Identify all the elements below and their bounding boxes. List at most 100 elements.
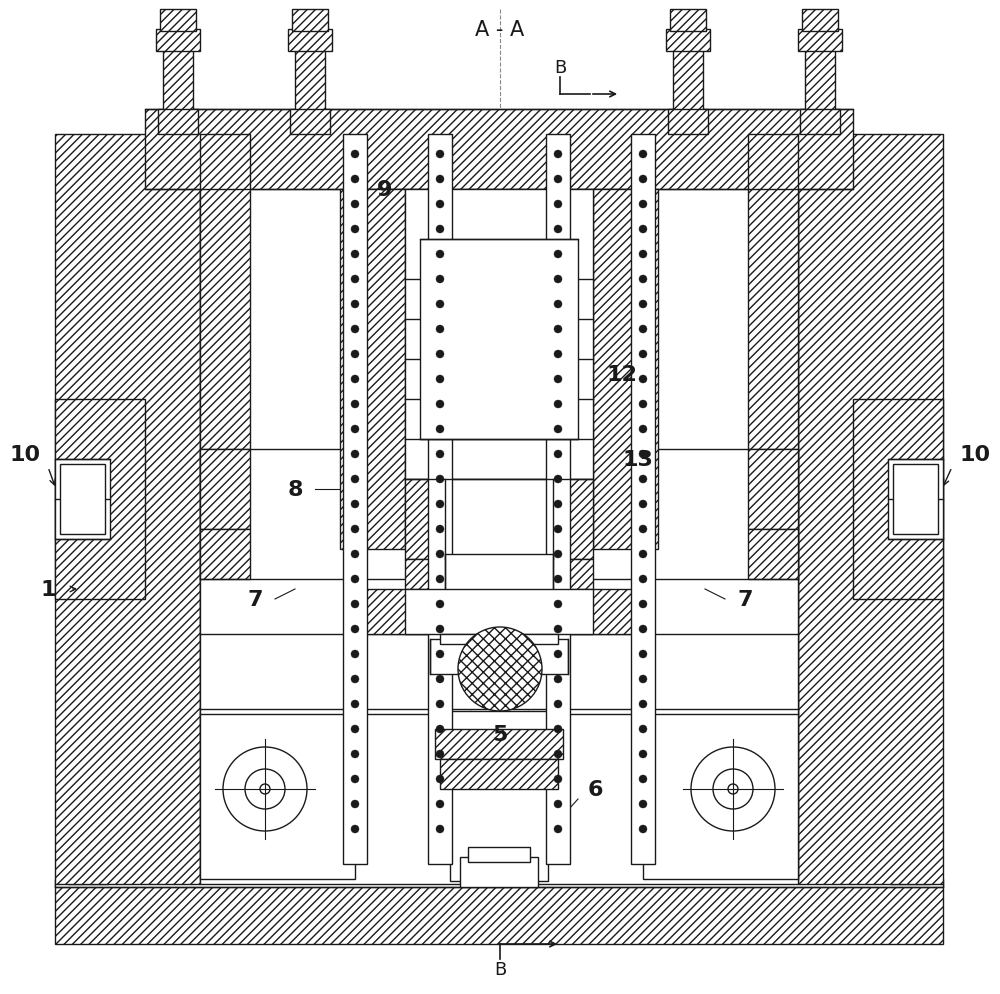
Circle shape [554,800,562,808]
Circle shape [351,526,359,534]
Bar [890,854,930,884]
Circle shape [351,551,359,559]
Bar [888,459,943,540]
Bar [82,797,96,809]
Circle shape [436,650,444,658]
Bar [445,555,553,604]
Bar [445,479,553,560]
Bar [553,479,593,560]
Bar [288,30,332,52]
Bar [200,135,250,449]
Circle shape [554,675,562,683]
Circle shape [436,151,444,159]
Bar [798,30,842,52]
Bar [420,240,578,439]
Bar [163,50,193,115]
Circle shape [351,401,359,409]
Circle shape [351,425,359,433]
Circle shape [639,250,647,258]
Bar [468,847,530,862]
Text: 10: 10 [959,444,991,464]
Circle shape [351,351,359,359]
Circle shape [351,701,359,709]
Circle shape [351,275,359,283]
Circle shape [554,625,562,633]
Circle shape [639,201,647,209]
Bar [893,464,938,535]
Bar [898,807,918,817]
Bar [748,449,798,530]
Circle shape [436,576,444,583]
Bar [460,857,538,887]
Circle shape [436,401,444,409]
Circle shape [351,600,359,608]
Text: 9: 9 [377,180,393,200]
Circle shape [639,750,647,758]
Bar [200,449,250,530]
Text: B: B [494,960,506,978]
Bar [450,712,548,881]
Circle shape [554,250,562,258]
Text: 8: 8 [287,479,303,500]
Circle shape [639,551,647,559]
Circle shape [554,275,562,283]
Circle shape [639,226,647,234]
Circle shape [639,650,647,658]
Text: 7: 7 [247,589,263,609]
Circle shape [436,726,444,734]
Bar [405,479,445,560]
Circle shape [436,475,444,483]
Circle shape [351,625,359,633]
Bar [158,110,198,135]
Circle shape [351,775,359,783]
Circle shape [639,775,647,783]
Bar [355,589,643,634]
Bar [898,834,922,859]
Bar [55,459,110,540]
Circle shape [554,475,562,483]
Bar [546,135,570,864]
Circle shape [639,176,647,184]
Bar [748,135,798,449]
Circle shape [351,576,359,583]
Bar [853,400,943,599]
Circle shape [554,401,562,409]
Circle shape [351,326,359,334]
Bar [55,400,145,599]
Circle shape [639,151,647,159]
Circle shape [436,376,444,384]
Circle shape [554,351,562,359]
Circle shape [639,726,647,734]
Circle shape [639,825,647,833]
Circle shape [351,675,359,683]
Bar [78,807,98,817]
Bar [145,110,853,190]
Circle shape [436,526,444,534]
Circle shape [436,825,444,833]
Bar [902,797,916,809]
Circle shape [728,784,738,794]
Bar [405,560,593,599]
Bar [631,135,655,864]
Bar [76,834,100,859]
Circle shape [639,625,647,633]
Bar [55,135,200,884]
Circle shape [436,250,444,258]
Circle shape [554,551,562,559]
Circle shape [351,726,359,734]
Bar [440,634,558,644]
Circle shape [554,576,562,583]
Bar [902,814,916,839]
Bar [802,10,838,32]
Bar [593,190,658,550]
Bar [290,110,330,135]
Circle shape [554,151,562,159]
Circle shape [436,425,444,433]
Bar [666,30,710,52]
Bar [670,10,706,32]
Circle shape [351,825,359,833]
Circle shape [639,675,647,683]
Circle shape [436,201,444,209]
Circle shape [458,627,542,712]
Circle shape [351,475,359,483]
